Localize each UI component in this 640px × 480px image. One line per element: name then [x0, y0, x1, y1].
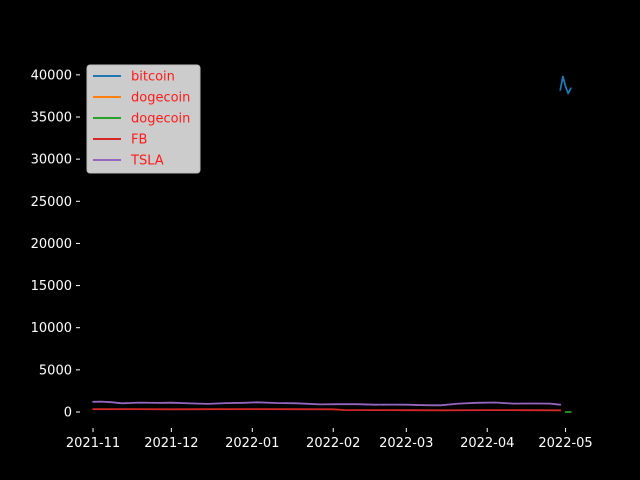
y-tick-label: 0 — [64, 405, 72, 420]
series-line-3 — [92, 408, 562, 412]
legend-label: dogecoin — [131, 112, 190, 127]
legend-entries: bitcoin dogecoin dogecoin FB TSLA — [93, 70, 190, 169]
series-line-4 — [92, 400, 562, 407]
x-tick-label: 2022-01 — [225, 436, 279, 451]
legend: bitcoin dogecoin dogecoin FB TSLA — [86, 64, 201, 174]
series-layer — [92, 75, 572, 413]
series-line-0 — [559, 75, 572, 95]
x-tick-label: 2022-02 — [306, 436, 360, 451]
legend-box — [86, 64, 201, 174]
y-tick-label: 30000 — [31, 153, 72, 168]
y-tick-label: 25000 — [31, 195, 72, 210]
y-tick-label: 5000 — [39, 363, 72, 378]
y-axis: 0 5000 10000 15000 20000 25000 30000 35000 40000 — [31, 68, 80, 420]
x-tick-label: 2022-05 — [538, 436, 592, 451]
legend-label: bitcoin — [131, 70, 175, 85]
legend-label: TSLA — [130, 154, 164, 169]
x-tick-label: 2021-12 — [144, 436, 198, 451]
legend-label: dogecoin — [131, 91, 190, 106]
x-axis: 2021-11 2021-12 2022-01 2022-02 2022-03 2022-… — [66, 428, 593, 451]
y-tick-label: 40000 — [31, 68, 72, 83]
y-tick-label: 20000 — [31, 237, 72, 252]
y-tick-label: 35000 — [31, 110, 72, 125]
y-tick-label: 15000 — [31, 279, 72, 294]
x-tick-label: 2022-04 — [460, 436, 514, 451]
x-tick-label: 2022-03 — [379, 436, 433, 451]
y-tick-label: 10000 — [31, 321, 72, 336]
legend-label: FB — [131, 133, 147, 148]
x-tick-label: 2021-11 — [66, 436, 120, 451]
